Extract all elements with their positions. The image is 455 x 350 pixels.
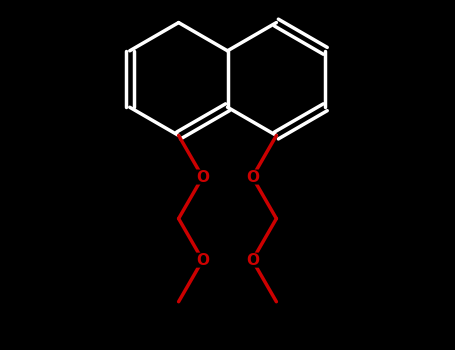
Text: O: O — [246, 253, 259, 268]
Text: O: O — [196, 169, 209, 184]
Text: O: O — [246, 169, 259, 184]
Text: O: O — [196, 253, 209, 268]
